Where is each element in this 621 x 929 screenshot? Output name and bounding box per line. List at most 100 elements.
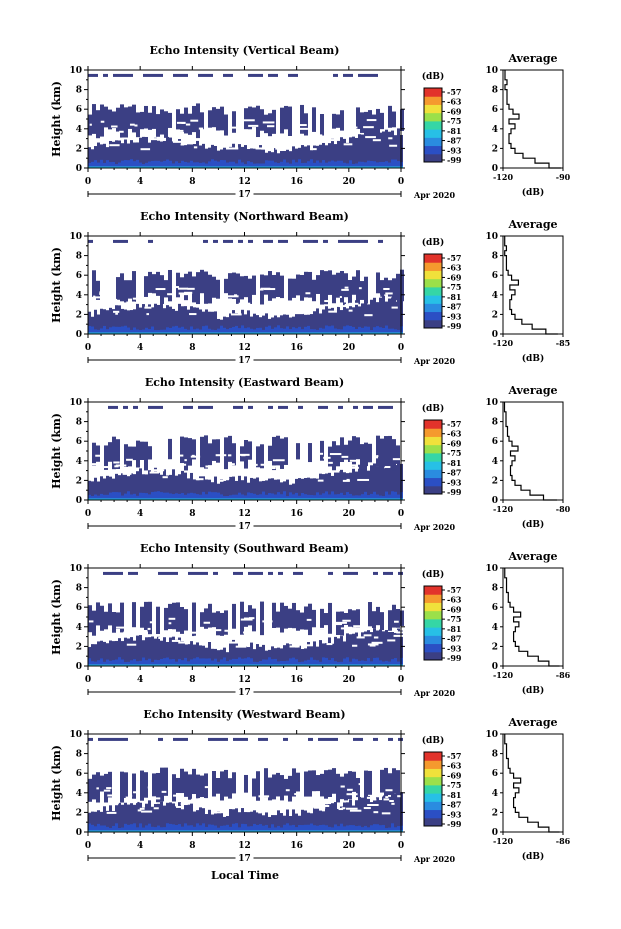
- y-tick-label: 4: [76, 457, 82, 467]
- colorbar-label: -81: [447, 458, 461, 468]
- colorbar-segment: [424, 602, 442, 612]
- colorbar-label: -99: [447, 819, 462, 829]
- colorbar-label: -57: [447, 751, 461, 761]
- profile-y-tick-label: 4: [492, 623, 498, 633]
- colorbar-label: -93: [447, 145, 462, 155]
- colorbar: (dB)-57-63-69-75-81-87-93-99: [422, 71, 462, 165]
- colorbar-segment: [424, 262, 442, 271]
- colorbar-segment: [424, 627, 442, 636]
- colorbar-segment: [424, 319, 442, 329]
- profile-y-tick-label: 0: [492, 828, 498, 838]
- date-label: Apr 2020: [413, 688, 456, 698]
- panel-title: Echo Intensity (Southward Beam): [140, 542, 349, 555]
- y-tick-label: 4: [76, 623, 82, 633]
- date-day: 17: [238, 522, 251, 532]
- x-tick-label: 20: [343, 177, 356, 187]
- colorbar-label: -57: [447, 87, 461, 97]
- average-profile: Average 0 2 4 6 8 10 -120 -86 (dB): [485, 716, 570, 862]
- profile-x-tick-label: -120: [493, 172, 513, 182]
- colorbar-segment: [424, 461, 442, 470]
- y-tick-label: 2: [76, 144, 82, 154]
- y-axis-label: Height (km): [50, 745, 63, 821]
- average-profile: Average 0 2 4 6 8 10 -120 -86 (dB): [485, 550, 570, 696]
- y-tick-label: 2: [76, 642, 82, 652]
- colorbar-label: -57: [447, 419, 461, 429]
- colorbar-unit: (dB): [422, 735, 444, 746]
- date-day: 17: [238, 190, 251, 200]
- profile-frame: [502, 401, 564, 501]
- colorbar-label: -93: [447, 643, 462, 653]
- date-day: 17: [238, 356, 251, 366]
- x-tick-label: 16: [290, 841, 303, 851]
- colorbar-unit: (dB): [422, 403, 444, 414]
- x-tick-label: 0: [85, 675, 91, 685]
- heatmap: [88, 73, 404, 168]
- profile-y-tick-label: 0: [492, 330, 498, 340]
- x-tick-label: 20: [343, 509, 356, 519]
- colorbar-segment: [424, 760, 442, 769]
- main-axes: 0 2 4 6 8 10 0 4 8 12 16 20 0 17 Apr 2020: [69, 66, 456, 200]
- profile-x-tick-label: -120: [493, 670, 513, 680]
- profile-y-tick-label: 6: [492, 105, 498, 115]
- colorbar-segment: [424, 801, 442, 811]
- profile-xlabel: (dB): [522, 353, 544, 364]
- colorbar-label: -69: [447, 438, 462, 448]
- y-tick-label: 8: [76, 418, 82, 428]
- colorbar-label: -75: [447, 614, 461, 624]
- colorbar-segment: [424, 145, 442, 155]
- y-tick-label: 2: [76, 310, 82, 320]
- profile-y-tick-label: 8: [492, 750, 498, 760]
- y-tick-label: 10: [69, 398, 82, 408]
- profile-y-tick-label: 10: [485, 730, 498, 740]
- date-day: 17: [238, 854, 251, 864]
- average-profile: Average 0 2 4 6 8 10 -120 -80 (dB): [485, 384, 570, 530]
- colorbar-label: -69: [447, 770, 462, 780]
- y-axis-label: Height (km): [50, 247, 63, 323]
- profile-frame: [502, 235, 564, 335]
- colorbar-label: -75: [447, 116, 461, 126]
- colorbar-label: -63: [447, 97, 462, 107]
- profile-y-tick-label: 10: [485, 564, 498, 574]
- x-tick-label: 0: [85, 841, 91, 851]
- y-tick-label: 4: [76, 789, 82, 799]
- colorbar-label: -99: [447, 321, 462, 331]
- x-tick-label: 0: [398, 675, 404, 685]
- profile-x-tick-label: -120: [493, 836, 513, 846]
- colorbar-frame: [423, 419, 443, 495]
- y-tick-label: 8: [76, 750, 82, 760]
- profile-line: [503, 402, 557, 501]
- colorbar-label: -75: [447, 448, 461, 458]
- x-tick-label: 12: [238, 177, 251, 187]
- profile-line: [504, 70, 561, 169]
- profile-y-tick-label: 2: [492, 476, 498, 486]
- colorbar-label: -63: [447, 761, 462, 771]
- colorbar-segment: [424, 586, 442, 595]
- panel-title: Echo Intensity (Westward Beam): [143, 708, 345, 721]
- date-label: Apr 2020: [413, 854, 456, 864]
- colorbar-label: -69: [447, 604, 462, 614]
- profile-x-tick-label: -120: [493, 338, 513, 348]
- y-tick-label: 8: [76, 252, 82, 262]
- y-axis-label: Height (km): [50, 81, 63, 157]
- colorbar-segment: [424, 776, 442, 786]
- colorbar-segment: [424, 88, 442, 97]
- profile-line: [504, 734, 560, 833]
- colorbar-segment: [424, 96, 442, 105]
- colorbar-label: -69: [447, 106, 462, 116]
- y-tick-label: 0: [76, 164, 82, 174]
- colorbar-label: -99: [447, 653, 462, 663]
- y-tick-label: 0: [76, 330, 82, 340]
- y-tick-label: 2: [76, 808, 82, 818]
- x-tick-label: 20: [343, 841, 356, 851]
- profile-y-tick-label: 8: [492, 86, 498, 96]
- x-axis-label: Local Time: [211, 869, 279, 882]
- profile-y-tick-label: 6: [492, 437, 498, 447]
- y-tick-label: 2: [76, 476, 82, 486]
- colorbar-label: -57: [447, 585, 461, 595]
- panel-title: Echo Intensity (Vertical Beam): [149, 44, 339, 57]
- colorbar: (dB)-57-63-69-75-81-87-93-99: [422, 735, 462, 829]
- profile-x-tick-label: -86: [556, 670, 571, 680]
- y-tick-label: 4: [76, 125, 82, 135]
- heatmap: [88, 405, 403, 500]
- x-tick-label: 8: [189, 675, 195, 685]
